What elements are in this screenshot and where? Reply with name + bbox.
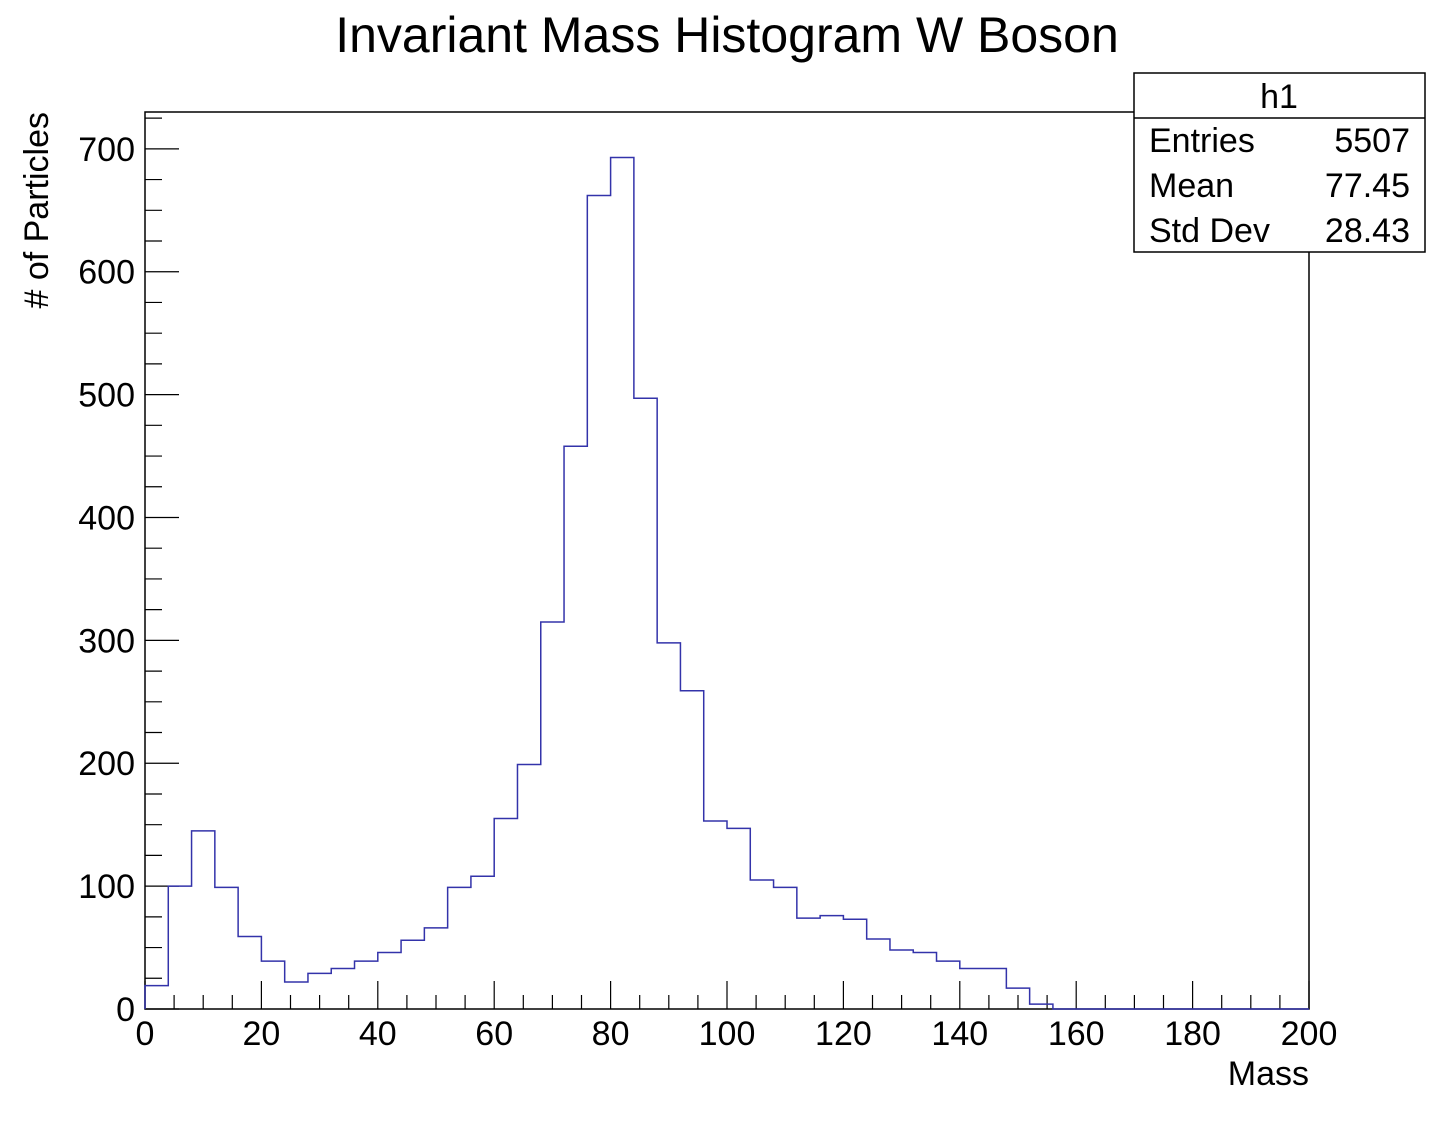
x-tick-label: 20 <box>242 1015 280 1053</box>
stats-box: h1 Entries 5507 Mean 77.45 Std Dev 28.43 <box>1133 72 1426 253</box>
histogram-series-line <box>144 156 1309 1010</box>
x-tick-label: 200 <box>1281 1015 1338 1053</box>
x-tick-label: 60 <box>475 1015 513 1053</box>
stats-mean-value: 77.45 <box>1325 167 1410 205</box>
x-axis-title: Mass <box>1228 1055 1309 1093</box>
chart-title: Invariant Mass Histogram W Boson <box>335 7 1119 63</box>
y-tick-label: 700 <box>78 131 135 169</box>
x-tick-label: 100 <box>699 1015 756 1053</box>
stats-entries-label: Entries <box>1149 122 1255 160</box>
x-tick-label: 0 <box>136 1015 155 1053</box>
y-axis: 0 100 200 300 400 500 600 700 <box>78 117 179 1029</box>
stats-box-name: h1 <box>1260 78 1298 116</box>
stats-mean-label: Mean <box>1149 167 1234 205</box>
stats-stddev-label: Std Dev <box>1149 212 1270 250</box>
y-tick-label: 300 <box>78 622 135 660</box>
stats-entries-value: 5507 <box>1334 122 1410 160</box>
y-tick-label: 600 <box>78 254 135 292</box>
y-tick-label: 400 <box>78 499 135 537</box>
x-tick-label: 180 <box>1164 1015 1221 1053</box>
y-axis-title: # of Particles <box>18 112 56 309</box>
x-tick-label: 80 <box>592 1015 630 1053</box>
y-tick-label: 0 <box>116 991 135 1029</box>
stats-box-frame <box>1133 72 1426 253</box>
x-tick-label: 160 <box>1048 1015 1105 1053</box>
x-tick-label: 40 <box>359 1015 397 1053</box>
y-tick-label: 500 <box>78 377 135 415</box>
y-tick-label: 200 <box>78 745 135 783</box>
stats-stddev-value: 28.43 <box>1325 212 1410 250</box>
x-tick-label: 140 <box>931 1015 988 1053</box>
x-tick-label: 120 <box>815 1015 872 1053</box>
y-tick-label: 100 <box>78 868 135 906</box>
x-axis: 0 20 40 60 80 100 120 140 160 180 200 <box>136 981 1338 1053</box>
